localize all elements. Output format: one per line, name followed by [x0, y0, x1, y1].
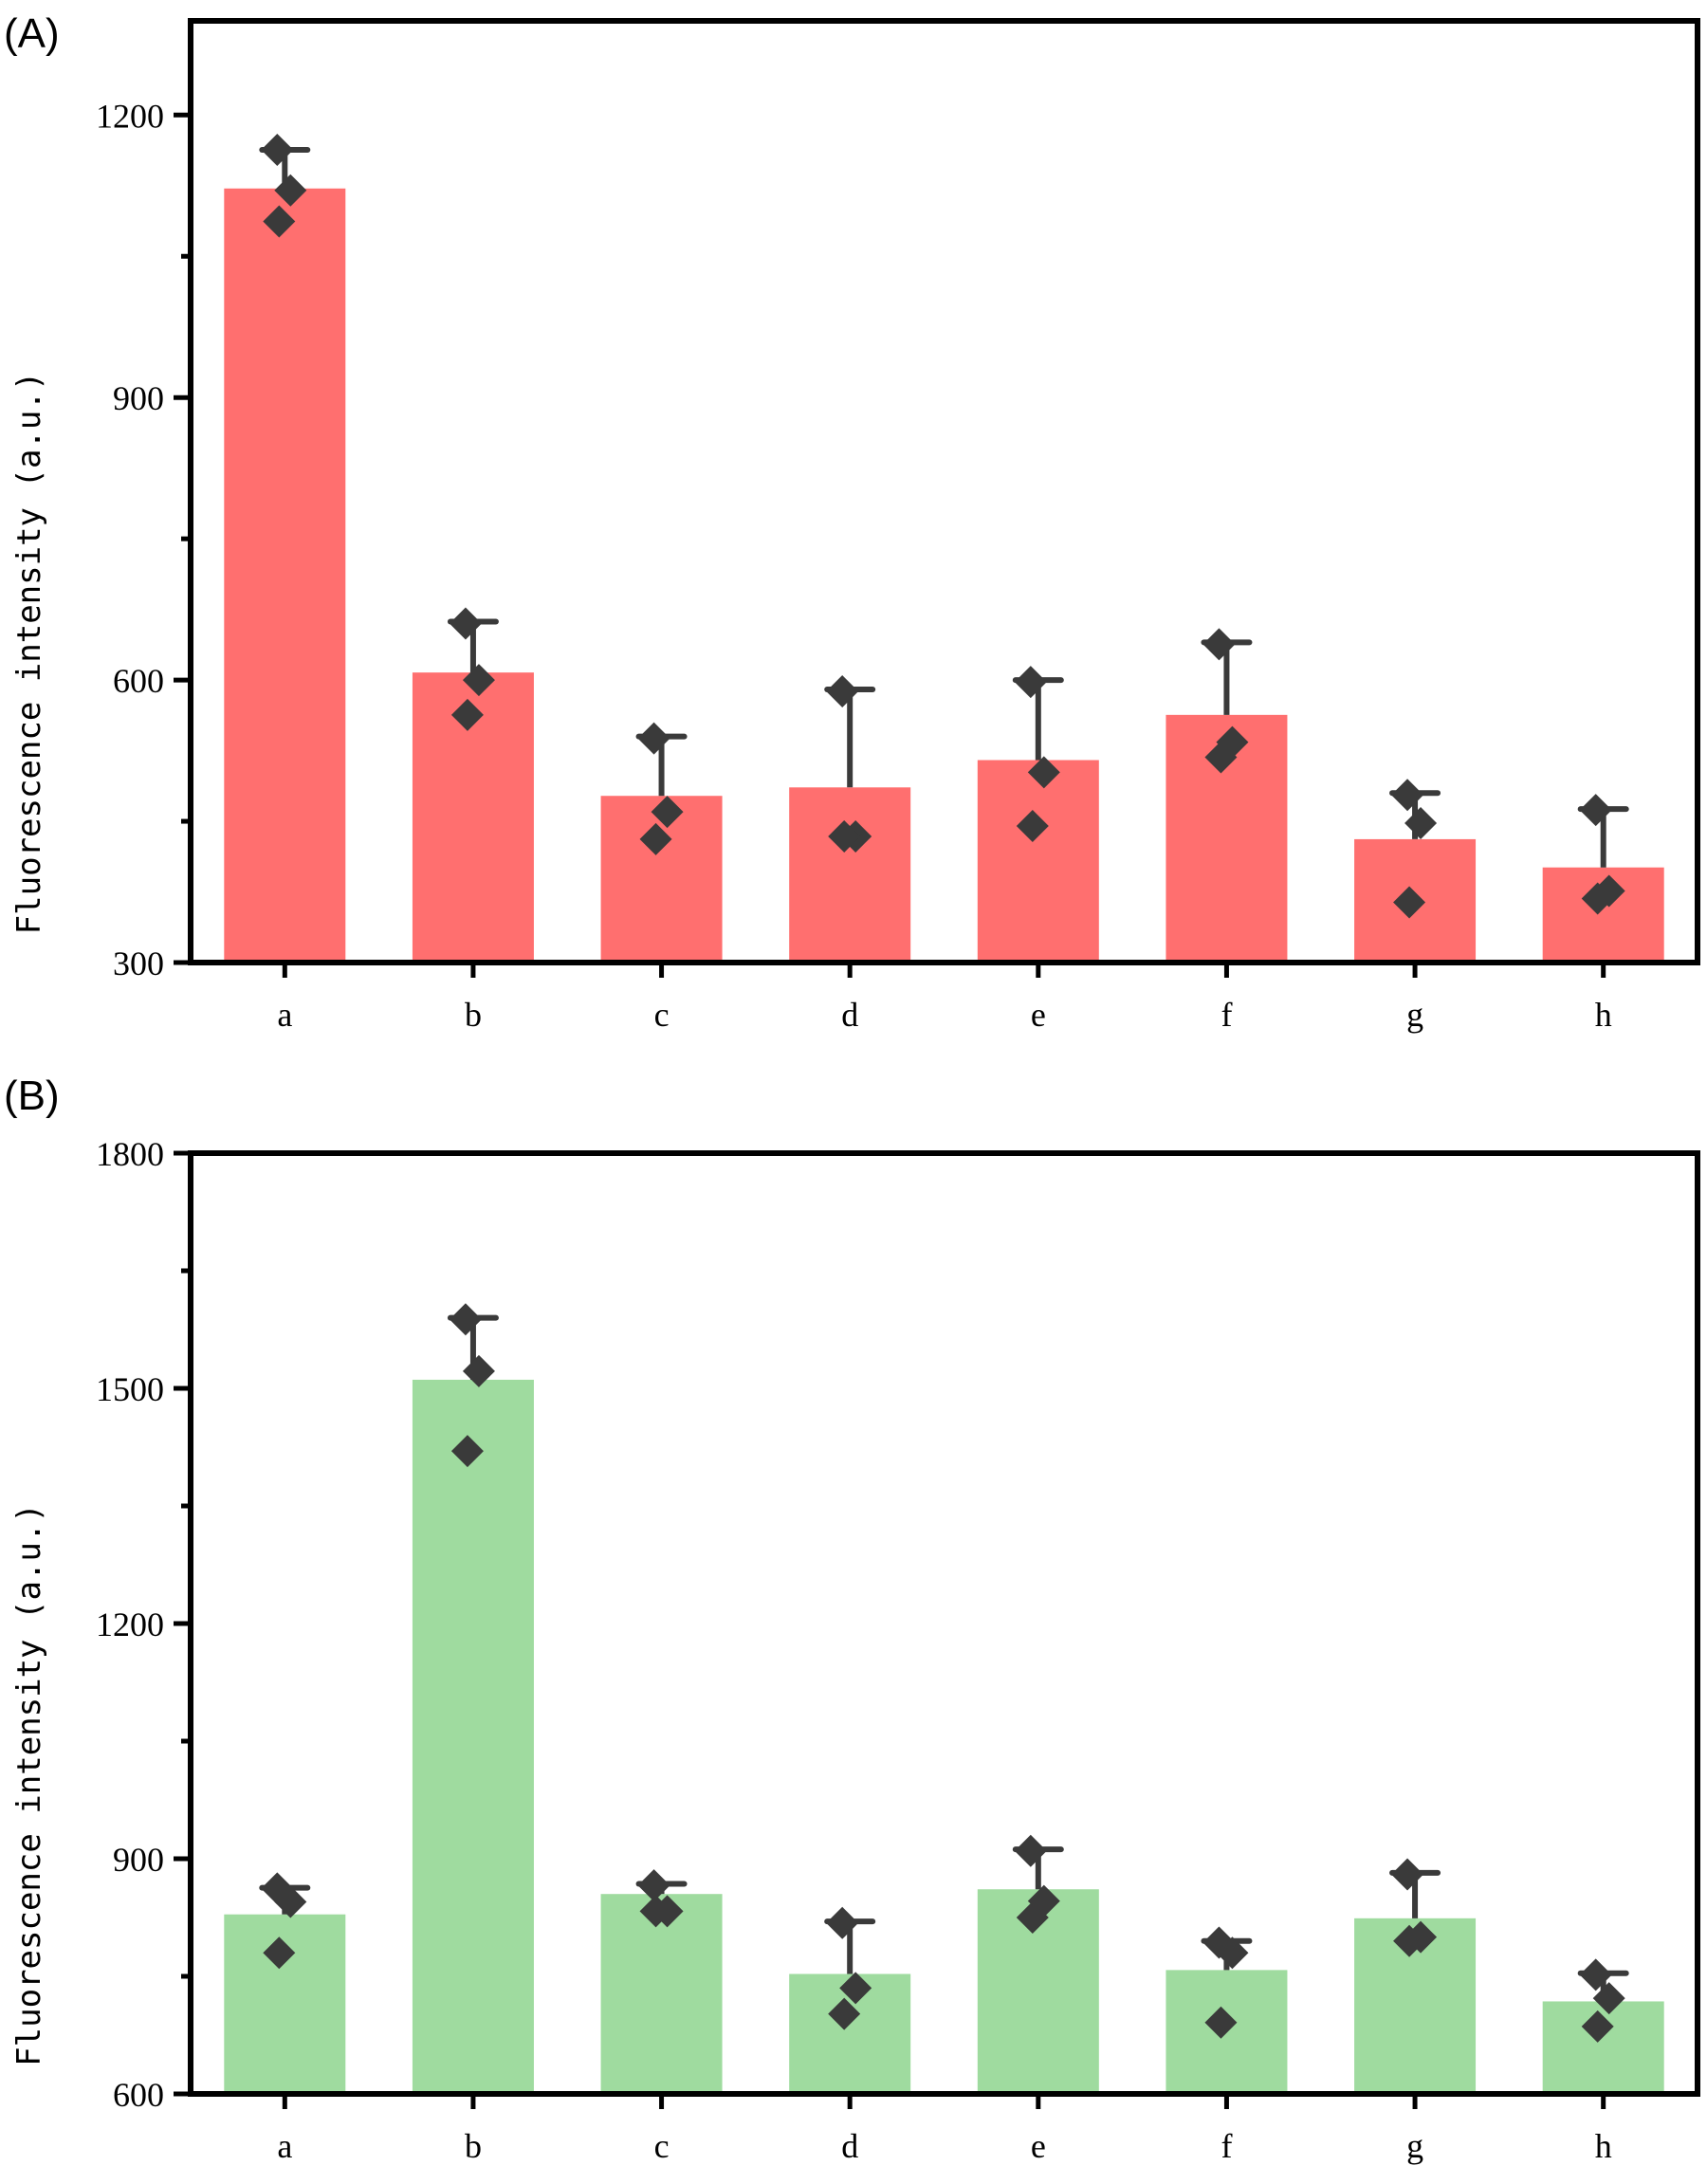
panel-1-xtick-label-c: c: [654, 2127, 670, 2165]
panel-0-point-c-0: [637, 722, 670, 755]
panel-0-bar-a: [224, 188, 346, 963]
panel-1-xtick-label-b: b: [465, 2127, 482, 2165]
panel-1-point-e-2: [1016, 1901, 1049, 1934]
panel-0-bar-e: [977, 760, 1099, 963]
panel-1-point-g-2: [1393, 1924, 1426, 1957]
panel-1-xtick-label-d: d: [841, 2127, 858, 2165]
panel-0-xtick-label-c: c: [654, 996, 670, 1034]
panel-1-bar-h: [1542, 2001, 1664, 2094]
panel-0-ylabel: Fluorescence intensity (a.u.): [10, 372, 48, 935]
panel-1-bar-a: [224, 1914, 346, 2094]
panel-1-point-h-2: [1581, 2010, 1614, 2043]
panel-1-point-b-2: [450, 1435, 484, 1468]
panel-1-point-d-2: [828, 1997, 861, 2030]
panel-0-point-b-2: [450, 698, 484, 731]
panel-0-point-g-0: [1391, 779, 1424, 812]
panel-1-point-c-0: [637, 1869, 670, 1902]
panel-0-point-e-0: [1014, 666, 1047, 699]
panel-0-ytick-label: 1200: [96, 97, 164, 135]
panel-0-group: (A) 300 600 900 1200 a b c d e f g h Fluorescence int…: [4, 10, 1700, 1034]
panel-1-ytick-label: 600: [113, 2076, 164, 2114]
panel-0-point-c-1: [651, 796, 684, 829]
panel-1-ytick-label: 1800: [96, 1135, 164, 1173]
panel-0-errorbar-d: [824, 687, 876, 788]
panel-0-point-b-1: [462, 664, 495, 697]
panel-0-bar-d: [789, 787, 911, 963]
panel-1-xtick-label-g: g: [1406, 2127, 1423, 2165]
panel-1-group: (B) 600 900 1200 1500 1800 a b c d e f g h Fluorescenc…: [4, 1073, 1700, 2165]
panel-0-point-f-2: [1204, 741, 1238, 774]
panel-1-bar-b: [412, 1379, 534, 2094]
panel-0-plot-frame: [188, 18, 1700, 965]
panel-0-point-h-0: [1579, 794, 1612, 827]
panel-1-bar-c: [600, 1894, 723, 2094]
panel-1-point-g-0: [1391, 1858, 1424, 1891]
panel-0-ytick-label: 600: [113, 662, 164, 700]
panel-1-label: (B): [4, 1073, 60, 1119]
panel-0-xtick-label-f: f: [1221, 996, 1232, 1034]
panel-0-xtick-label-e: e: [1031, 996, 1046, 1034]
panel-0-point-b-0: [449, 607, 482, 640]
panel-0-point-e-1: [1027, 756, 1060, 789]
panel-1-ytick-label: 1500: [96, 1370, 164, 1408]
panel-1-ytick-label: 1200: [96, 1606, 164, 1643]
panel-0-point-d-0: [826, 675, 859, 708]
panel-0-bar-c: [600, 796, 723, 963]
panel-1-point-a-2: [263, 1936, 296, 1970]
panel-1-point-b-0: [449, 1303, 482, 1336]
panel-1-point-h-0: [1579, 1958, 1612, 1991]
panel-0-point-h-2: [1581, 882, 1614, 915]
panel-0-xtick-label-b: b: [465, 996, 482, 1034]
panel-1-point-e-0: [1014, 1834, 1047, 1867]
panel-0-point-c-2: [639, 822, 672, 855]
panel-1-point-d-1: [839, 1972, 872, 2005]
panel-1-xtick-label-e: e: [1031, 2127, 1046, 2165]
panel-0-ytick-label: 300: [113, 945, 164, 982]
panel-0-point-f-0: [1202, 628, 1236, 661]
panel-0-xtick-label-d: d: [841, 996, 858, 1034]
panel-1-ytick-label: 900: [113, 1841, 164, 1879]
panel-1-point-b-1: [462, 1354, 495, 1387]
panel-0-point-e-2: [1016, 810, 1049, 843]
panel-1-xtick-label-a: a: [277, 2127, 292, 2165]
panel-0-point-g-2: [1393, 886, 1426, 919]
panel-1-ylabel: Fluorescence intensity (a.u.): [10, 1503, 48, 2066]
panel-1-point-f-2: [1204, 2006, 1238, 2039]
panel-0-xtick-label-g: g: [1406, 996, 1423, 1034]
panel-1-xtick-label-h: h: [1595, 2127, 1612, 2165]
panel-1-point-c-2: [639, 1895, 672, 1928]
panel-1-point-a-1: [274, 1885, 307, 1918]
panel-0-errorbar-e: [1012, 677, 1064, 761]
panel-0-point-a-1: [274, 174, 307, 207]
panel-0-ytick-label: 900: [113, 379, 164, 417]
panel-0-point-a-0: [261, 134, 294, 167]
panel-0-xtick-label-a: a: [277, 996, 292, 1034]
panel-0-label: (A): [4, 10, 60, 57]
panel-0-point-d-2: [828, 819, 861, 853]
panel-0-xtick-label-h: h: [1595, 996, 1612, 1034]
panel-0-point-g-1: [1404, 807, 1438, 840]
panel-1-point-h-1: [1592, 1982, 1625, 2015]
panel-1-point-f-1: [1216, 1936, 1249, 1970]
panel-1-point-d-0: [826, 1906, 859, 1939]
panel-0-point-a-2: [263, 205, 296, 238]
panel-0-errorbar-f: [1201, 639, 1253, 715]
panel-1-xtick-label-f: f: [1221, 2127, 1232, 2165]
